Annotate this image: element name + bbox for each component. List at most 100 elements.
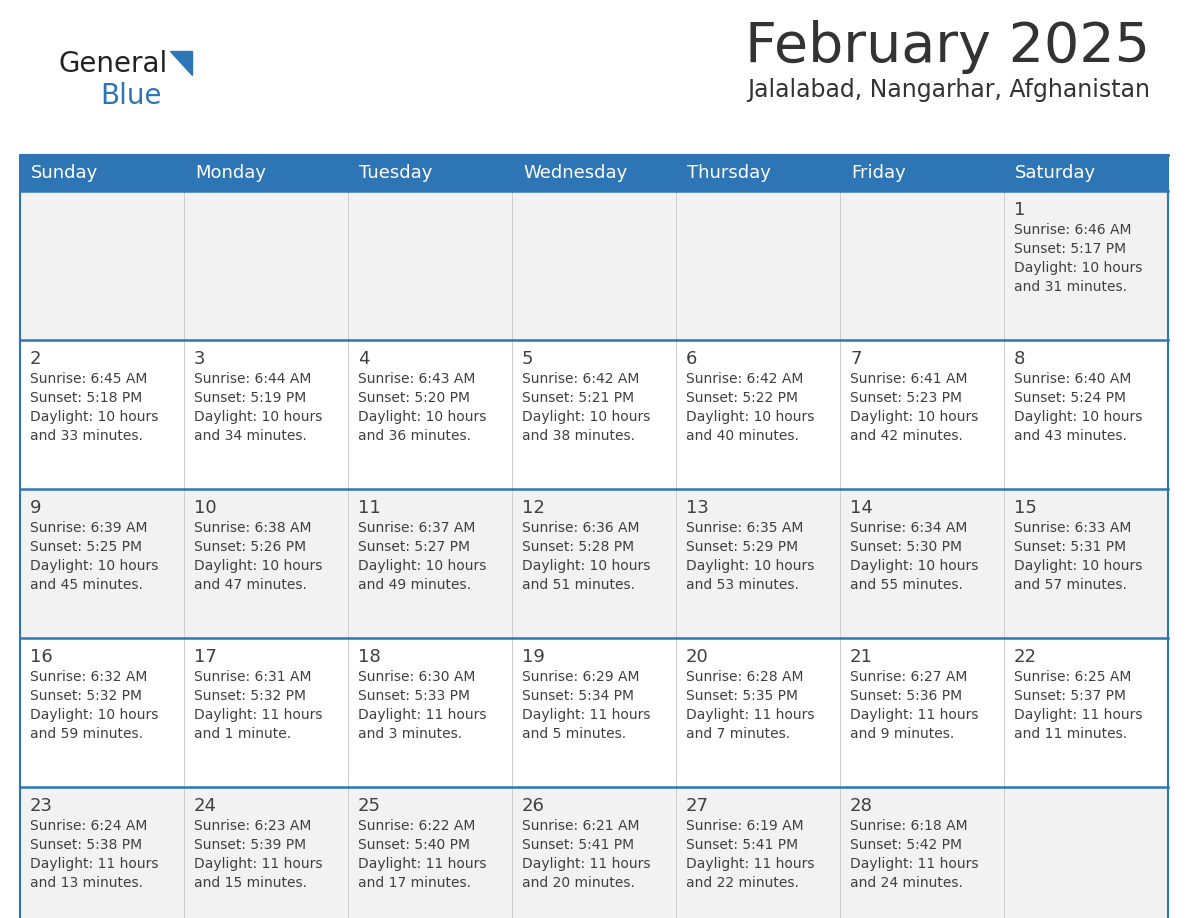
Text: Sunset: 5:26 PM: Sunset: 5:26 PM	[194, 540, 307, 554]
Text: Sunset: 5:25 PM: Sunset: 5:25 PM	[30, 540, 143, 554]
Text: 5: 5	[522, 350, 533, 368]
Text: Sunset: 5:35 PM: Sunset: 5:35 PM	[685, 689, 798, 703]
Text: Sunrise: 6:23 AM: Sunrise: 6:23 AM	[194, 819, 311, 833]
Text: Daylight: 10 hours: Daylight: 10 hours	[849, 410, 979, 424]
Bar	[20, 638, 1168, 787]
Text: 21: 21	[849, 648, 873, 666]
Text: Sunset: 5:36 PM: Sunset: 5:36 PM	[849, 689, 962, 703]
Text: 8: 8	[1015, 350, 1025, 368]
Text: and 3 minutes.: and 3 minutes.	[358, 727, 462, 741]
Text: Sunrise: 6:31 AM: Sunrise: 6:31 AM	[194, 670, 311, 684]
Text: and 24 minutes.: and 24 minutes.	[849, 876, 963, 890]
Bar	[20, 191, 1168, 340]
Text: Daylight: 10 hours: Daylight: 10 hours	[194, 410, 322, 424]
Text: Daylight: 11 hours: Daylight: 11 hours	[849, 708, 979, 722]
Text: Sunset: 5:38 PM: Sunset: 5:38 PM	[30, 838, 143, 852]
Text: 10: 10	[194, 499, 216, 517]
Text: and 11 minutes.: and 11 minutes.	[1015, 727, 1127, 741]
Text: 20: 20	[685, 648, 709, 666]
Text: Daylight: 10 hours: Daylight: 10 hours	[849, 559, 979, 573]
Text: Sunrise: 6:30 AM: Sunrise: 6:30 AM	[358, 670, 475, 684]
Text: Daylight: 10 hours: Daylight: 10 hours	[1015, 410, 1143, 424]
Text: and 17 minutes.: and 17 minutes.	[358, 876, 470, 890]
Text: Sunset: 5:40 PM: Sunset: 5:40 PM	[358, 838, 470, 852]
Text: Daylight: 10 hours: Daylight: 10 hours	[30, 410, 158, 424]
Text: Daylight: 10 hours: Daylight: 10 hours	[30, 559, 158, 573]
Text: Sunrise: 6:42 AM: Sunrise: 6:42 AM	[685, 372, 803, 386]
Text: Sunrise: 6:24 AM: Sunrise: 6:24 AM	[30, 819, 147, 833]
Text: Blue: Blue	[100, 82, 162, 110]
Text: and 1 minute.: and 1 minute.	[194, 727, 291, 741]
Text: Sunset: 5:31 PM: Sunset: 5:31 PM	[1015, 540, 1126, 554]
Text: Sunset: 5:27 PM: Sunset: 5:27 PM	[358, 540, 470, 554]
Text: and 31 minutes.: and 31 minutes.	[1015, 280, 1127, 294]
Text: Sunset: 5:19 PM: Sunset: 5:19 PM	[194, 391, 307, 405]
Text: Sunset: 5:30 PM: Sunset: 5:30 PM	[849, 540, 962, 554]
Text: Daylight: 11 hours: Daylight: 11 hours	[685, 708, 815, 722]
Polygon shape	[170, 51, 192, 75]
Text: Daylight: 10 hours: Daylight: 10 hours	[685, 559, 815, 573]
Text: 24: 24	[194, 797, 217, 815]
Text: Daylight: 11 hours: Daylight: 11 hours	[358, 708, 487, 722]
Text: Sunday: Sunday	[31, 164, 99, 182]
Text: and 59 minutes.: and 59 minutes.	[30, 727, 143, 741]
Text: Daylight: 11 hours: Daylight: 11 hours	[522, 708, 651, 722]
Text: Sunrise: 6:35 AM: Sunrise: 6:35 AM	[685, 521, 803, 535]
Text: 17: 17	[194, 648, 217, 666]
Text: Sunrise: 6:22 AM: Sunrise: 6:22 AM	[358, 819, 475, 833]
Text: 22: 22	[1015, 648, 1037, 666]
Text: Sunrise: 6:34 AM: Sunrise: 6:34 AM	[849, 521, 967, 535]
Text: Sunrise: 6:28 AM: Sunrise: 6:28 AM	[685, 670, 803, 684]
Text: Daylight: 10 hours: Daylight: 10 hours	[358, 410, 486, 424]
Text: Daylight: 10 hours: Daylight: 10 hours	[1015, 559, 1143, 573]
Text: Sunset: 5:29 PM: Sunset: 5:29 PM	[685, 540, 798, 554]
Text: and 49 minutes.: and 49 minutes.	[358, 578, 470, 592]
Text: and 5 minutes.: and 5 minutes.	[522, 727, 626, 741]
Text: Sunrise: 6:44 AM: Sunrise: 6:44 AM	[194, 372, 311, 386]
Text: Wednesday: Wednesday	[523, 164, 627, 182]
Text: and 43 minutes.: and 43 minutes.	[1015, 429, 1127, 443]
Text: 6: 6	[685, 350, 697, 368]
Text: and 45 minutes.: and 45 minutes.	[30, 578, 143, 592]
Text: Sunrise: 6:38 AM: Sunrise: 6:38 AM	[194, 521, 311, 535]
Text: and 22 minutes.: and 22 minutes.	[685, 876, 798, 890]
Text: Daylight: 10 hours: Daylight: 10 hours	[358, 559, 486, 573]
Text: and 57 minutes.: and 57 minutes.	[1015, 578, 1127, 592]
Text: and 53 minutes.: and 53 minutes.	[685, 578, 798, 592]
Text: Monday: Monday	[195, 164, 266, 182]
Text: Sunrise: 6:32 AM: Sunrise: 6:32 AM	[30, 670, 147, 684]
Text: Daylight: 10 hours: Daylight: 10 hours	[30, 708, 158, 722]
Text: Daylight: 10 hours: Daylight: 10 hours	[685, 410, 815, 424]
Text: Daylight: 10 hours: Daylight: 10 hours	[522, 559, 650, 573]
Text: and 9 minutes.: and 9 minutes.	[849, 727, 954, 741]
Text: Daylight: 11 hours: Daylight: 11 hours	[194, 708, 322, 722]
Text: Sunrise: 6:40 AM: Sunrise: 6:40 AM	[1015, 372, 1131, 386]
Bar	[20, 155, 1168, 918]
Text: Sunset: 5:22 PM: Sunset: 5:22 PM	[685, 391, 798, 405]
Text: Sunset: 5:32 PM: Sunset: 5:32 PM	[30, 689, 143, 703]
Text: Thursday: Thursday	[687, 164, 771, 182]
Text: and 34 minutes.: and 34 minutes.	[194, 429, 307, 443]
Text: Sunset: 5:39 PM: Sunset: 5:39 PM	[194, 838, 307, 852]
Text: 9: 9	[30, 499, 42, 517]
Text: 13: 13	[685, 499, 709, 517]
Text: 18: 18	[358, 648, 380, 666]
Bar	[20, 340, 1168, 489]
Text: Sunrise: 6:25 AM: Sunrise: 6:25 AM	[1015, 670, 1131, 684]
Text: Daylight: 10 hours: Daylight: 10 hours	[194, 559, 322, 573]
Text: Sunrise: 6:29 AM: Sunrise: 6:29 AM	[522, 670, 639, 684]
Text: and 33 minutes.: and 33 minutes.	[30, 429, 143, 443]
Text: Daylight: 10 hours: Daylight: 10 hours	[1015, 261, 1143, 275]
Text: Daylight: 11 hours: Daylight: 11 hours	[30, 857, 158, 871]
Text: Sunset: 5:41 PM: Sunset: 5:41 PM	[522, 838, 634, 852]
Text: Daylight: 11 hours: Daylight: 11 hours	[522, 857, 651, 871]
Text: and 40 minutes.: and 40 minutes.	[685, 429, 798, 443]
Text: Sunrise: 6:41 AM: Sunrise: 6:41 AM	[849, 372, 967, 386]
Text: Sunrise: 6:39 AM: Sunrise: 6:39 AM	[30, 521, 147, 535]
Text: Sunrise: 6:27 AM: Sunrise: 6:27 AM	[849, 670, 967, 684]
Text: Sunset: 5:33 PM: Sunset: 5:33 PM	[358, 689, 470, 703]
Text: and 13 minutes.: and 13 minutes.	[30, 876, 143, 890]
Text: 1: 1	[1015, 201, 1025, 219]
Text: 7: 7	[849, 350, 861, 368]
Text: and 36 minutes.: and 36 minutes.	[358, 429, 470, 443]
